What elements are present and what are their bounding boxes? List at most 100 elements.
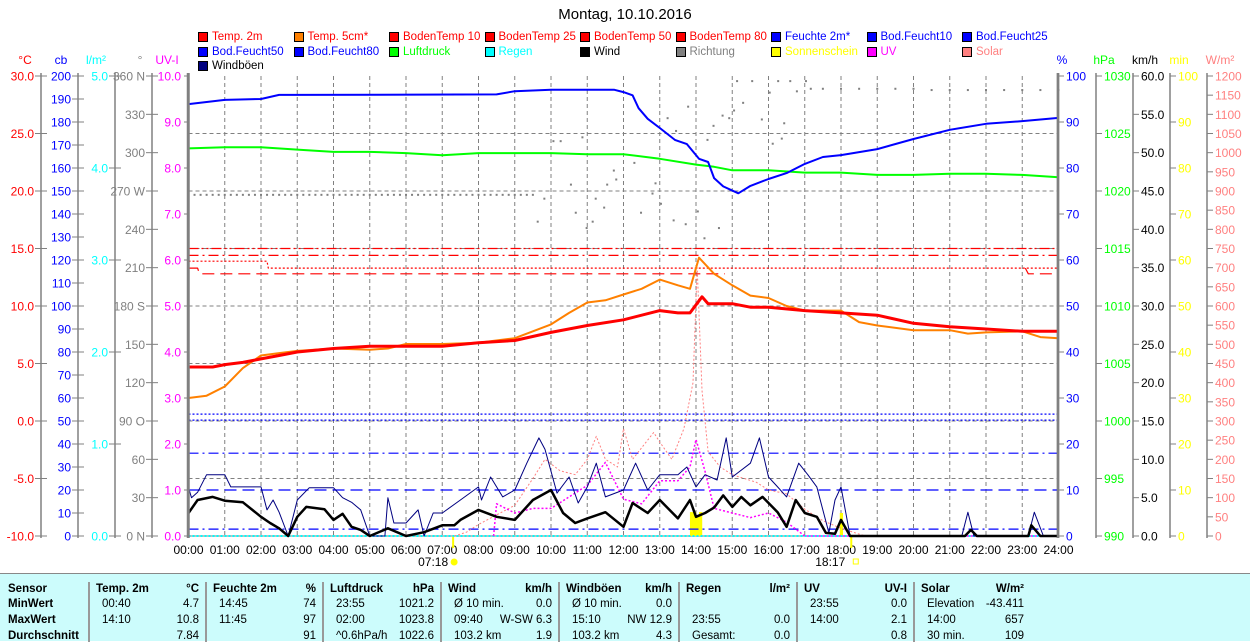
direction-point <box>606 183 609 186</box>
direction-point <box>640 211 643 214</box>
legend-item: Luftdruck <box>389 45 485 60</box>
axis-tick-label: 1050 <box>1215 127 1242 141</box>
direction-point <box>543 197 546 200</box>
axis-tick-label: 4.0 <box>164 346 181 360</box>
cell-label: 14:45 <box>219 598 248 610</box>
axis-tick-label: 50 <box>1066 300 1080 314</box>
cell-value: 109 <box>1004 630 1024 642</box>
axis-tick-label: 995 <box>1104 472 1124 486</box>
axis-tick-label: 3.0 <box>91 254 108 268</box>
legend-swatch <box>866 32 877 43</box>
axis-tick-label: 1200 <box>1215 70 1242 84</box>
cell-label: Gesamt: <box>692 630 736 642</box>
axis-tick-label: 80 <box>58 346 72 360</box>
axis-tick-label: 70 <box>1178 208 1192 222</box>
cell-value: 1022.6 <box>398 630 434 642</box>
axis-tick-label: 90 O <box>119 415 145 429</box>
cell-label: 14:00 <box>927 614 956 626</box>
axis-tick-label: 40 <box>58 438 72 452</box>
legend-label: Bod.Feucht50 <box>212 45 284 58</box>
x-tick-label: 03:00 <box>282 543 312 557</box>
x-tick-label: 22:00 <box>971 543 1001 557</box>
legend-label: Temp. 2m <box>212 31 263 44</box>
axis-tick-label: 600 <box>1215 300 1235 314</box>
cell-label: 23:55 <box>692 614 721 626</box>
axis-tick-label: 100 <box>1215 491 1235 505</box>
direction-point <box>380 193 383 196</box>
cell-value: 74 <box>303 598 316 610</box>
cell-label: Luftdruck <box>330 583 384 595</box>
axis-tick-label: 30 <box>1178 392 1192 406</box>
direction-point <box>536 220 539 223</box>
axis-tick-label: 25.0 <box>1141 338 1165 352</box>
direction-point <box>733 109 736 112</box>
direction-point <box>398 193 401 196</box>
table-cell: 00:40 4.7 <box>88 597 205 613</box>
direction-point <box>771 142 774 145</box>
axis-tick-label: 200 <box>51 70 71 84</box>
axis-tick-label: 500 <box>1215 338 1235 352</box>
direction-point <box>1003 89 1006 92</box>
axis-tick-label: 1100 <box>1215 108 1241 122</box>
direction-point <box>272 193 275 196</box>
axis-tick-label: 20 <box>58 484 72 498</box>
cell-label: Ø 10 min. <box>454 598 504 610</box>
axis-tick-label: 60.0 <box>1141 70 1165 84</box>
direction-point <box>703 237 706 240</box>
cell-value: km/h <box>645 583 672 595</box>
axis-tick-label: 30.0 <box>1141 300 1165 314</box>
x-tick-label: 14:00 <box>681 543 711 557</box>
legend-swatch <box>293 32 304 43</box>
direction-point <box>223 193 226 196</box>
axis-tick-label: 1015 <box>1104 242 1131 256</box>
axis-tick-label: 25.0 <box>11 127 35 141</box>
legend-label: UV <box>880 45 897 58</box>
series-line-windb-en <box>188 437 1059 537</box>
legend-label: BodenTemp 50 <box>594 31 672 44</box>
cell-label: Elevation <box>927 598 975 610</box>
axis-tick-label: 80 <box>1178 162 1192 176</box>
axis-tick-label: 35.0 <box>1141 261 1165 275</box>
sunshine-bar <box>699 512 703 536</box>
x-tick-label: 02:00 <box>246 543 276 557</box>
axis-tick-label: 150 <box>51 185 71 199</box>
direction-point <box>453 193 456 196</box>
cell-label: 00:40 <box>102 598 131 610</box>
direction-point <box>858 87 861 90</box>
direction-point <box>736 80 739 83</box>
direction-point <box>356 193 359 196</box>
table-cell: 23:55 1021.2 <box>322 597 440 613</box>
x-tick-label: 24:00 <box>1043 543 1073 557</box>
legend-item: Temp. 2m <box>198 30 294 45</box>
axis-tick-label: 0 <box>1066 530 1073 544</box>
cell-label: Feuchte 2m <box>213 583 277 595</box>
cell-label: 14:00 <box>810 614 839 626</box>
direction-point <box>777 80 780 83</box>
series-line-temp-5cm- <box>188 256 1059 399</box>
legend-item: Feuchte 2m* <box>771 30 867 45</box>
direction-point <box>519 193 522 196</box>
axis-tick-label: 70 <box>1066 208 1080 222</box>
axis-tick-label: 130 <box>51 231 71 245</box>
direction-point <box>581 136 584 139</box>
axis-tick-label: 2.0 <box>91 346 108 360</box>
legend-item: Bod.Feucht50 <box>198 45 294 60</box>
axis-tick-label: 270 W <box>110 185 145 199</box>
cell-label: ^0.6hPa/h <box>336 630 388 642</box>
axis-tick-label: 550 <box>1215 319 1235 333</box>
direction-point <box>804 80 807 83</box>
legend-item: Bod.Feucht80 <box>293 45 390 60</box>
cell-value: % <box>305 583 316 595</box>
table-cell: 14:10 10.8 <box>88 613 205 629</box>
cell-value: 0.8 <box>891 630 907 642</box>
cell-value: 1021.2 <box>398 598 434 610</box>
axis-tick-label: 50 <box>58 415 72 429</box>
legend-swatch <box>580 32 590 43</box>
direction-point <box>447 193 450 196</box>
direction-point <box>435 193 438 196</box>
x-tick-label: 18:00 <box>826 543 856 557</box>
axis-tick-label: 100 <box>1066 70 1086 84</box>
axis-tick-label: 140 <box>51 208 71 222</box>
axis-tick-label: 3.0 <box>164 392 181 406</box>
axis-tick-label: 1150 <box>1215 89 1241 103</box>
